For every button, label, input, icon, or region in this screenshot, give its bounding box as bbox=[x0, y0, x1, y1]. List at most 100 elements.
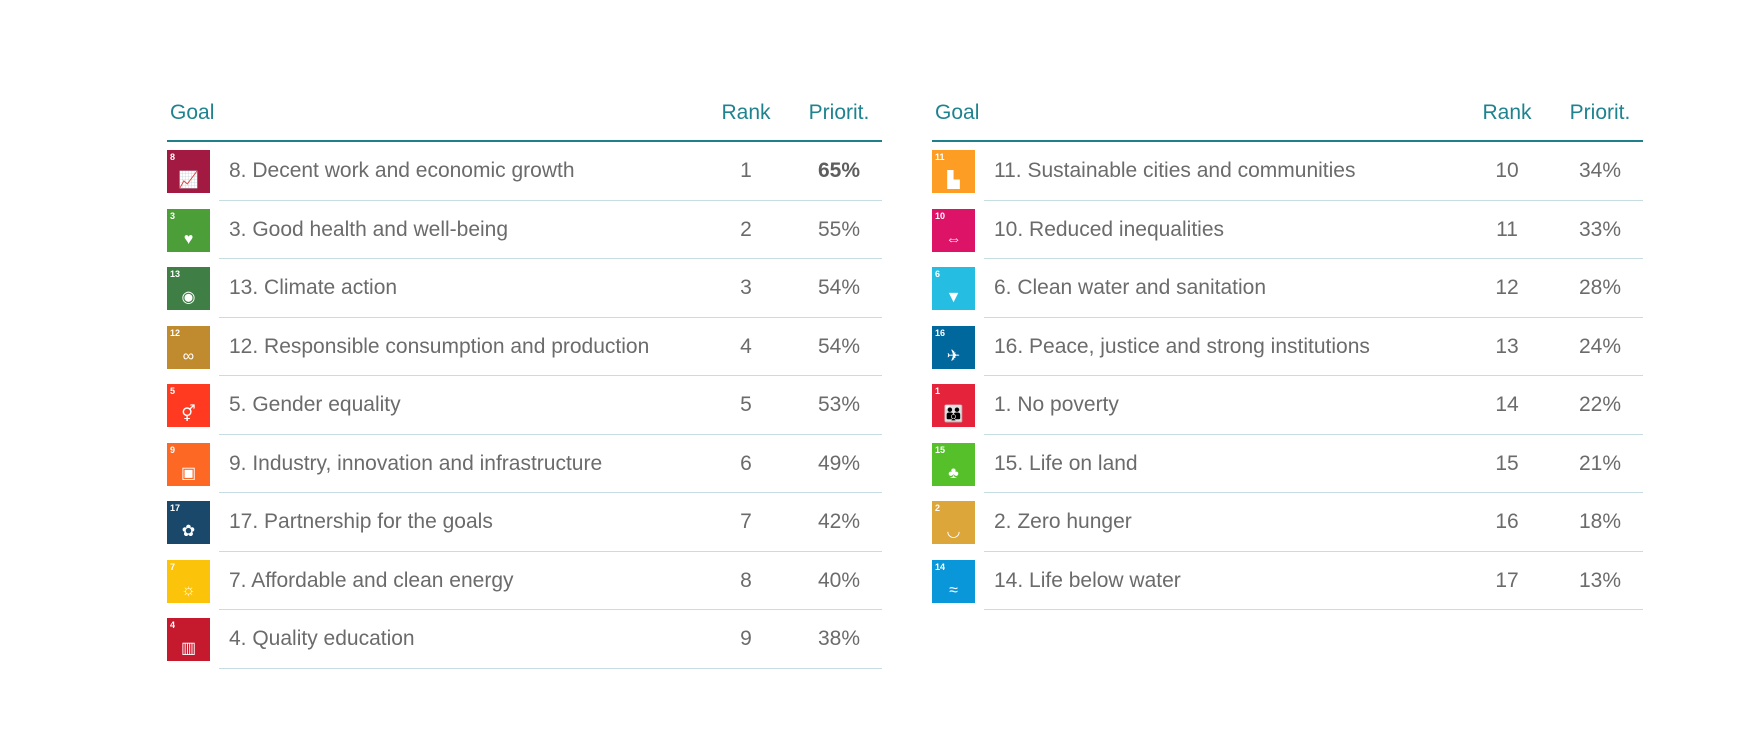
goal-label: 2. Zero hunger bbox=[994, 510, 1132, 533]
sdg-6-water-glass-icon: 6 ▼ bbox=[932, 267, 975, 310]
goal-priority: 13% bbox=[1578, 568, 1622, 592]
sdg-3-heartbeat-icon: 3 ♥ bbox=[167, 208, 210, 252]
goal-rank: 13 bbox=[1495, 334, 1519, 358]
goal-priority: 18% bbox=[1578, 510, 1622, 533]
row-divider bbox=[219, 375, 882, 376]
goal-priority: 55% bbox=[817, 217, 861, 241]
goal-rank: 9 bbox=[740, 627, 752, 650]
goal-rank: 4 bbox=[740, 334, 752, 358]
goal-rank: 17 bbox=[1495, 568, 1519, 592]
row-divider bbox=[219, 316, 882, 318]
goals-table-left: Goal Rank Priorit. 8 📈 8. Decent work an… bbox=[167, 96, 882, 669]
goal-rank: 10 bbox=[1495, 159, 1519, 182]
goal-label: 5. Gender equality bbox=[229, 393, 401, 416]
table-row: 8 📈 8. Decent work and economic growth 1… bbox=[167, 142, 882, 201]
fish-icon: ≈ bbox=[949, 581, 958, 599]
table-row: 2 ◡ 2. Zero hunger 16 18% bbox=[932, 493, 1643, 552]
goal-rank: 2 bbox=[740, 217, 752, 241]
family-icon: 👪 bbox=[943, 406, 964, 423]
row-divider bbox=[219, 258, 882, 259]
goal-priority: 38% bbox=[817, 627, 861, 650]
table-row: 13 ◉ 13. Climate action 3 54% bbox=[167, 259, 882, 318]
sdg-15-tree-icon: 15 ♣ bbox=[932, 442, 975, 486]
goal-label: 1. No poverty bbox=[994, 393, 1119, 416]
infinity-icon: ∞ bbox=[182, 347, 195, 365]
goal-priority: 22% bbox=[1578, 393, 1622, 416]
header-priority: Priorit. bbox=[1569, 101, 1631, 124]
goal-label: 11. Sustainable cities and communities bbox=[994, 159, 1356, 182]
row-divider bbox=[984, 375, 1643, 376]
goals-table-right: Goal Rank Priorit. 11 ▙ 11. Sustainable … bbox=[932, 96, 1643, 610]
sdg-4-book-icon: 4 ▥ bbox=[167, 618, 210, 661]
flower-icon: ✿ bbox=[181, 523, 196, 540]
sun-icon: ☼ bbox=[181, 581, 196, 599]
heartbeat-icon: ♥ bbox=[183, 230, 194, 248]
row-divider bbox=[219, 550, 882, 552]
goal-label: 14. Life below water bbox=[994, 568, 1181, 592]
sdg-10-equals-arrows-icon: 10 ⇔ bbox=[932, 208, 975, 252]
chart-up-icon: 📈 bbox=[178, 172, 199, 189]
goal-priority: 34% bbox=[1578, 159, 1622, 182]
goal-rank: 11 bbox=[1496, 217, 1518, 241]
goal-label: 10. Reduced inequalities bbox=[994, 217, 1224, 241]
goal-label: 16. Peace, justice and strong institutio… bbox=[994, 334, 1370, 358]
sdg-12-infinity-icon: 12 ∞ bbox=[167, 325, 210, 369]
sdg-8-chart-up-icon: 8 📈 bbox=[167, 150, 210, 193]
tree-icon: ♣ bbox=[948, 464, 959, 482]
sdg-14-fish-icon: 14 ≈ bbox=[932, 559, 975, 603]
bowl-icon: ◡ bbox=[946, 523, 961, 540]
table-row: 12 ∞ 12. Responsible consumption and pro… bbox=[167, 318, 882, 376]
sdg-11-buildings-icon: 11 ▙ bbox=[932, 150, 975, 193]
row-divider bbox=[219, 609, 882, 610]
goal-label: 6. Clean water and sanitation bbox=[994, 276, 1267, 299]
goal-rank: 15 bbox=[1495, 451, 1519, 475]
goal-rank: 5 bbox=[740, 393, 752, 416]
book-icon: ▥ bbox=[180, 640, 197, 657]
row-divider bbox=[984, 433, 1643, 435]
equals-arrows-icon: ⇔ bbox=[945, 230, 962, 248]
goal-priority: 40% bbox=[817, 568, 861, 592]
row-divider bbox=[219, 199, 882, 201]
goal-rank: 7 bbox=[740, 510, 752, 533]
goal-priority: 42% bbox=[817, 510, 861, 533]
goal-rank: 12 bbox=[1495, 276, 1519, 299]
table-row: 4 ▥ 4. Quality education 9 38% bbox=[167, 610, 882, 669]
sdg-7-sun-icon: 7 ☼ bbox=[167, 559, 210, 603]
goal-priority: 54% bbox=[817, 334, 861, 358]
table-row: 5 ⚥ 5. Gender equality 5 53% bbox=[167, 376, 882, 435]
row-divider bbox=[984, 199, 1643, 201]
table-row: 14 ≈ 14. Life below water 17 13% bbox=[932, 552, 1643, 610]
table-row: 1 👪 1. No poverty 14 22% bbox=[932, 376, 1643, 435]
sdg-17-flower-icon: 17 ✿ bbox=[167, 501, 210, 544]
water-glass-icon: ▼ bbox=[945, 289, 962, 306]
row-divider bbox=[984, 609, 1643, 610]
goal-priority: 28% bbox=[1578, 276, 1622, 299]
table-row: 9 ▣ 9. Industry, innovation and infrastr… bbox=[167, 435, 882, 493]
row-divider bbox=[984, 492, 1643, 493]
row-divider bbox=[984, 258, 1643, 259]
header-priority: Priorit. bbox=[808, 101, 870, 124]
header-goal: Goal bbox=[935, 101, 980, 124]
table-row: 10 ⇔ 10. Reduced inequalities 11 33% bbox=[932, 201, 1643, 259]
table-row: 15 ♣ 15. Life on land 15 21% bbox=[932, 435, 1643, 493]
table-row: 7 ☼ 7. Affordable and clean energy 8 40% bbox=[167, 552, 882, 610]
goal-priority: 65% bbox=[817, 159, 861, 182]
goal-priority: 21% bbox=[1578, 451, 1622, 475]
goal-label: 4. Quality education bbox=[229, 627, 415, 650]
row-divider bbox=[219, 667, 882, 669]
goal-rank: 16 bbox=[1495, 510, 1519, 533]
dove-icon: ✈ bbox=[946, 347, 961, 365]
eye-globe-icon: ◉ bbox=[181, 289, 196, 306]
goal-label: 15. Life on land bbox=[994, 451, 1138, 475]
row-divider bbox=[984, 316, 1643, 318]
gender-icon: ⚥ bbox=[181, 406, 196, 423]
table-header: Goal Rank Priorit. bbox=[167, 96, 882, 142]
goal-label: 17. Partnership for the goals bbox=[229, 510, 493, 533]
row-divider bbox=[984, 550, 1643, 552]
goal-label: 9. Industry, innovation and infrastructu… bbox=[229, 451, 603, 475]
table-row: 6 ▼ 6. Clean water and sanitation 12 28% bbox=[932, 259, 1643, 318]
goal-priority: 24% bbox=[1578, 334, 1622, 358]
table-row: 11 ▙ 11. Sustainable cities and communit… bbox=[932, 142, 1643, 201]
header-goal: Goal bbox=[170, 101, 215, 124]
goal-rank: 3 bbox=[740, 276, 752, 299]
